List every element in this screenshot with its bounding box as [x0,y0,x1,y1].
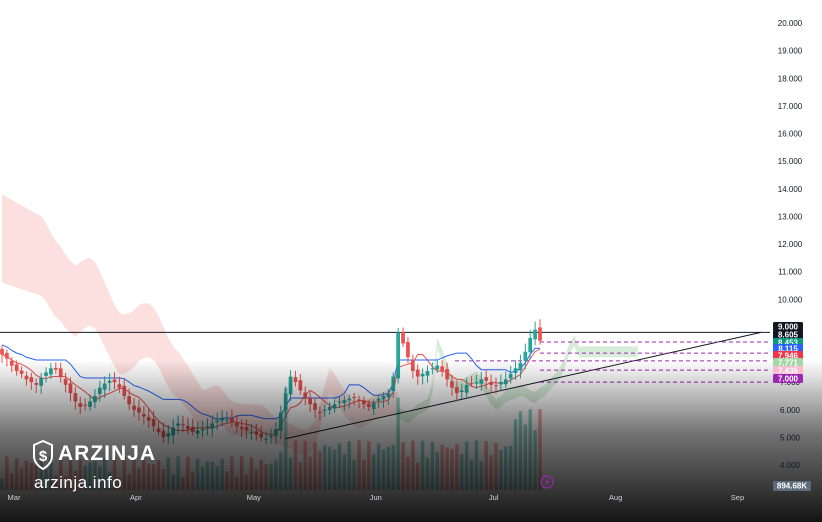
price-badge [773,366,803,375]
footer-gradient [0,360,822,522]
x-tick-label: Jun [370,493,382,502]
x-tick-label: Apr [130,493,142,502]
price-badge-label: 7.771 [778,359,799,368]
y-tick-label: 19.000 [778,47,803,56]
candle-body [396,332,401,379]
y-tick-label: 13.000 [778,212,803,221]
y-tick-label: 20.000 [778,19,803,28]
price-badge [773,322,803,331]
x-tick-label: Aug [609,493,622,502]
y-tick-label: 17.000 [778,102,803,111]
candle-body [533,329,537,340]
price-badge-label: 7.000 [778,375,799,384]
y-tick-label: 6.000 [780,406,801,415]
price-badge [773,330,803,339]
candle-body [5,352,9,359]
y-tick-label: 10.000 [778,295,803,304]
brand-name: ARZINJA [58,442,157,465]
y-tick-label: 15.000 [778,157,803,166]
price-badge [773,358,803,367]
y-axis: 20.000 19.000 18.000 17.000 16.000 15.000 14.0… [778,19,803,470]
candle-body [401,332,405,344]
price-badge-label: 7.435 [778,367,799,376]
y-tick-label: 16.000 [778,130,803,139]
svg-text:$: $ [39,448,48,465]
candle-body [406,341,410,358]
candle-body [538,327,542,341]
price-badge-label: 8.605 [778,331,799,340]
volume-badge-label: 894.68K [777,482,807,491]
x-tick-label: Jul [489,493,499,502]
y-tick-label: 5.000 [780,433,801,442]
dollar-shield-icon: $ [33,440,53,470]
y-tick-label: 11.000 [778,268,802,277]
price-badge-label: 7.946 [778,352,799,361]
price-badge-label: 8.453 [778,339,799,348]
y-tick-label: 18.000 [778,74,803,83]
candle-body [0,348,4,355]
x-tick-label: May [247,493,261,502]
volume-badge [773,481,811,491]
brand-url: arzinja.info [34,473,123,492]
candle-body [528,337,533,353]
lightning-icon[interactable] [540,475,554,489]
price-badge-label: 9.000 [778,323,799,332]
price-badge-label: 8.115 [778,345,798,354]
candle-body [523,351,528,361]
price-badge [773,351,803,360]
y-tick-label: 14.000 [778,185,803,194]
price-badge [773,374,803,383]
price-badges: 9.0008.6058.4538.1157.9467.7717.4357.000… [773,322,811,491]
price-badge [773,344,803,353]
x-axis: Mar Apr May Jun Jul Aug Sep [8,493,745,502]
y-tick-label: 4.000 [780,461,801,470]
x-tick-label: Sep [731,493,744,502]
y-tick-label: 12.000 [778,240,803,249]
x-tick-label: Mar [8,493,21,502]
